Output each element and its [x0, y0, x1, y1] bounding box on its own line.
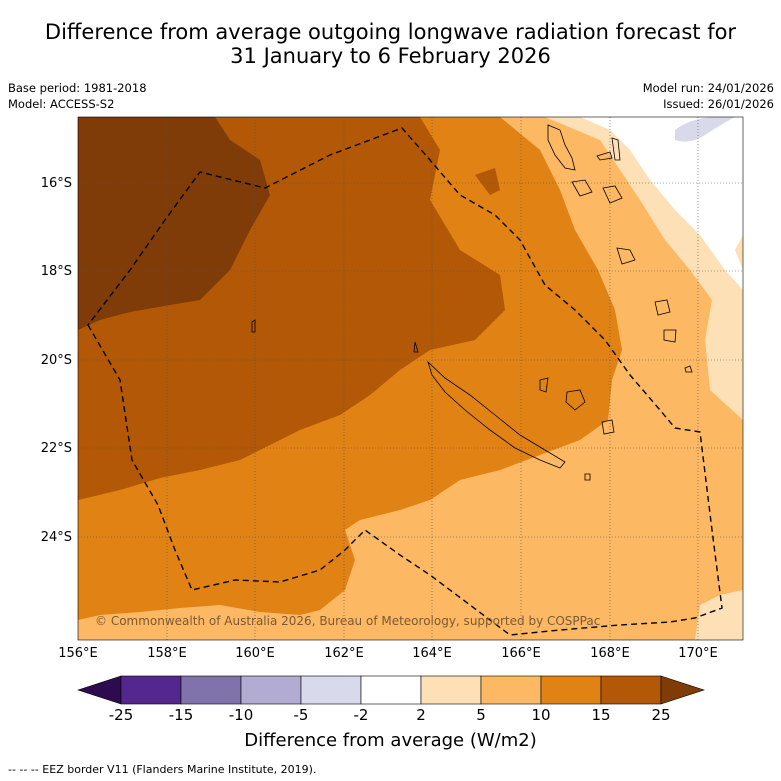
model-run-label: Model run: 24/01/2026 — [642, 81, 774, 95]
colorbar — [77, 675, 705, 705]
island-maewo — [611, 137, 621, 161]
colorbar-tick: -15 — [168, 706, 194, 724]
colorbar-tick: 25 — [651, 706, 671, 724]
lon-label-162e: 162°E — [324, 646, 364, 661]
lon-label-166e: 166°E — [501, 646, 541, 661]
colorbar-tick: -5 — [293, 706, 309, 724]
island-walpole — [584, 473, 591, 481]
colorbar-seg-neg15-neg10 — [180, 675, 242, 705]
fill-neg5-neg2-blob — [675, 117, 735, 142]
island-efate — [602, 185, 623, 204]
lon-label-170e: 170°E — [678, 646, 718, 661]
colorbar-tick: 15 — [591, 706, 611, 724]
lat-label-22s: 22°S — [40, 441, 72, 456]
colorbar-extend-min — [77, 675, 122, 705]
island-new-caledonia — [427, 360, 566, 469]
lon-label-168e: 168°E — [590, 646, 630, 661]
fill-gt-25 — [78, 117, 270, 330]
colorbar-tick: 10 — [531, 706, 551, 724]
contour-fills — [78, 117, 743, 640]
lat-label-16s: 16°S — [40, 176, 72, 191]
island-lifou — [565, 389, 586, 411]
base-period-label: Base period: 1981-2018 — [8, 81, 147, 95]
island-aneityum — [663, 329, 677, 343]
island-ambae — [596, 151, 613, 161]
colorbar-tick: 5 — [476, 706, 486, 724]
coastlines — [251, 124, 693, 481]
eez-legend-note: -- -- -- EEZ border V11 (Flanders Marine… — [8, 763, 317, 776]
colorbar-seg-neg10-neg5 — [240, 675, 302, 705]
colorbar-tick: -25 — [108, 706, 134, 724]
colorbar-seg-5-10 — [480, 675, 542, 705]
model-label: Model: ACCESS-S2 — [8, 97, 115, 111]
lat-label-18s: 18°S — [40, 264, 72, 279]
island-malakula — [571, 179, 593, 197]
fill-15-25-blob — [475, 168, 500, 195]
colorbar-seg-neg25-neg15 — [120, 675, 182, 705]
map-title-line2: 31 January to 6 February 2026 — [230, 44, 551, 68]
island-ouvea — [539, 377, 549, 393]
colorbar-tick: -10 — [228, 706, 254, 724]
colorbar-seg-10-15 — [540, 675, 602, 705]
lat-label-24s: 24°S — [40, 530, 72, 545]
colorbar-label: Difference from average (W/m2) — [244, 730, 537, 751]
fill-neutral-east — [580, 117, 743, 290]
island-chesterfield — [251, 319, 256, 333]
map-title-line1: Difference from average outgoing longwav… — [44, 20, 737, 44]
island-hunter — [684, 365, 693, 373]
colorbar-seg-2-5 — [420, 675, 482, 705]
lon-label-164e: 164°E — [412, 646, 452, 661]
colorbar-tick: -2 — [353, 706, 369, 724]
fill-2-5-southeast — [695, 590, 743, 640]
island-mare — [601, 419, 615, 435]
island-erromango — [616, 247, 636, 265]
eez-border — [87, 127, 723, 636]
lat-label-20s: 20°S — [40, 353, 72, 368]
colorbar-seg-neg5-neg2 — [300, 675, 362, 705]
map-frame — [77, 116, 744, 641]
graticule — [78, 117, 743, 640]
lon-label-160e: 160°E — [235, 646, 275, 661]
colorbar-seg-15-25 — [600, 675, 662, 705]
island-espiritu-santo — [547, 124, 576, 171]
colorbar-extend-max — [660, 675, 705, 705]
colorbar-tick: 2 — [416, 706, 426, 724]
island-belep — [413, 341, 419, 353]
colorbar-seg-neg2-2 — [360, 675, 422, 705]
lon-label-156e: 156°E — [58, 646, 98, 661]
issued-label: Issued: 26/01/2026 — [663, 97, 774, 111]
lon-label-158e: 158°E — [147, 646, 187, 661]
island-tanna — [654, 299, 671, 316]
copyright-notice: © Commonwealth of Australia 2026, Bureau… — [95, 614, 601, 628]
